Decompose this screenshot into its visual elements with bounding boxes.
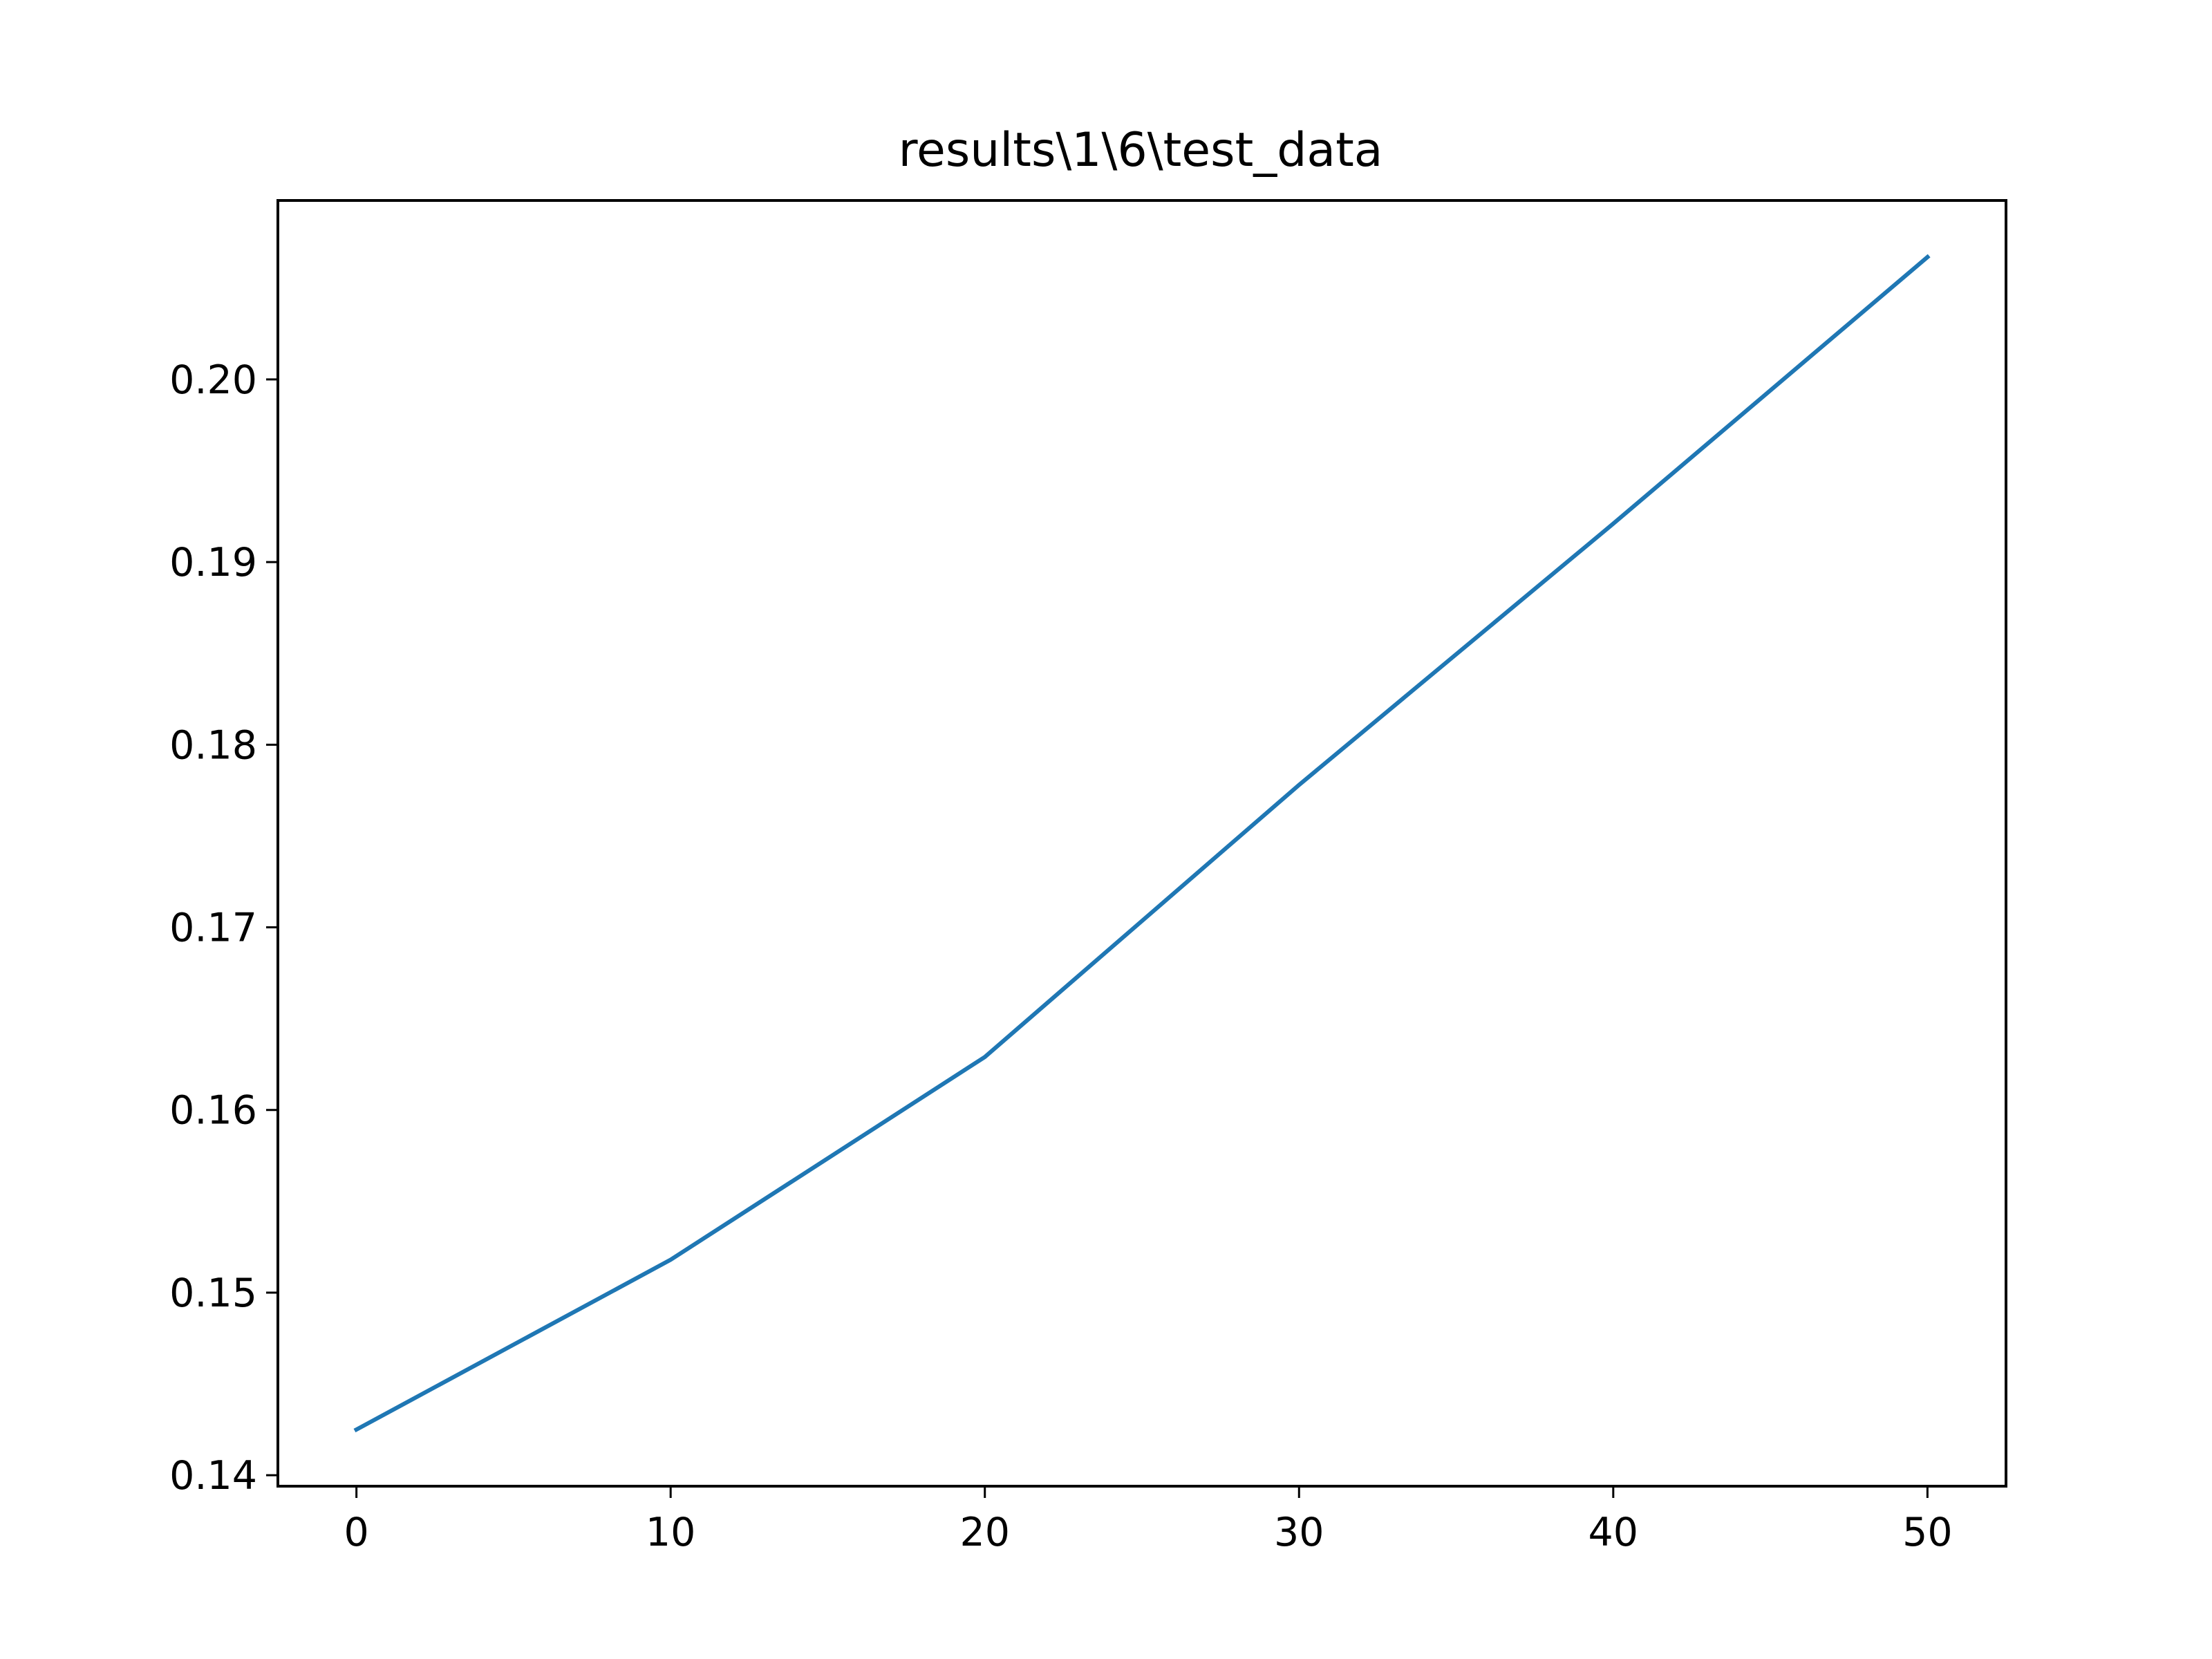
- y-tick-label: 0.18: [169, 722, 257, 768]
- x-tick-label: 50: [1902, 1510, 1953, 1555]
- x-axis: 0 10 20 30 40 50: [344, 1486, 1953, 1555]
- x-tick-label: 40: [1588, 1510, 1639, 1555]
- series-line-0: [353, 254, 1931, 1433]
- x-tick-label: 30: [1274, 1510, 1324, 1555]
- y-tick-label: 0.20: [169, 357, 257, 403]
- series-layer: [353, 254, 1931, 1433]
- y-tick-label: 0.14: [169, 1453, 257, 1499]
- y-axis: 0.14 0.15 0.16 0.17 0.18 0.19 0.20: [169, 357, 278, 1499]
- y-tick-label: 0.19: [169, 540, 257, 585]
- x-tick-label: 10: [646, 1510, 696, 1555]
- y-tick-label: 0.16: [169, 1088, 257, 1134]
- y-tick-label: 0.15: [169, 1271, 257, 1316]
- axes-frame: [276, 199, 2007, 1488]
- chart-title: results\1\6\test_data: [899, 123, 1383, 178]
- y-tick-label: 0.17: [169, 906, 257, 951]
- x-tick-label: 20: [959, 1510, 1010, 1555]
- x-tick-label: 0: [344, 1510, 369, 1555]
